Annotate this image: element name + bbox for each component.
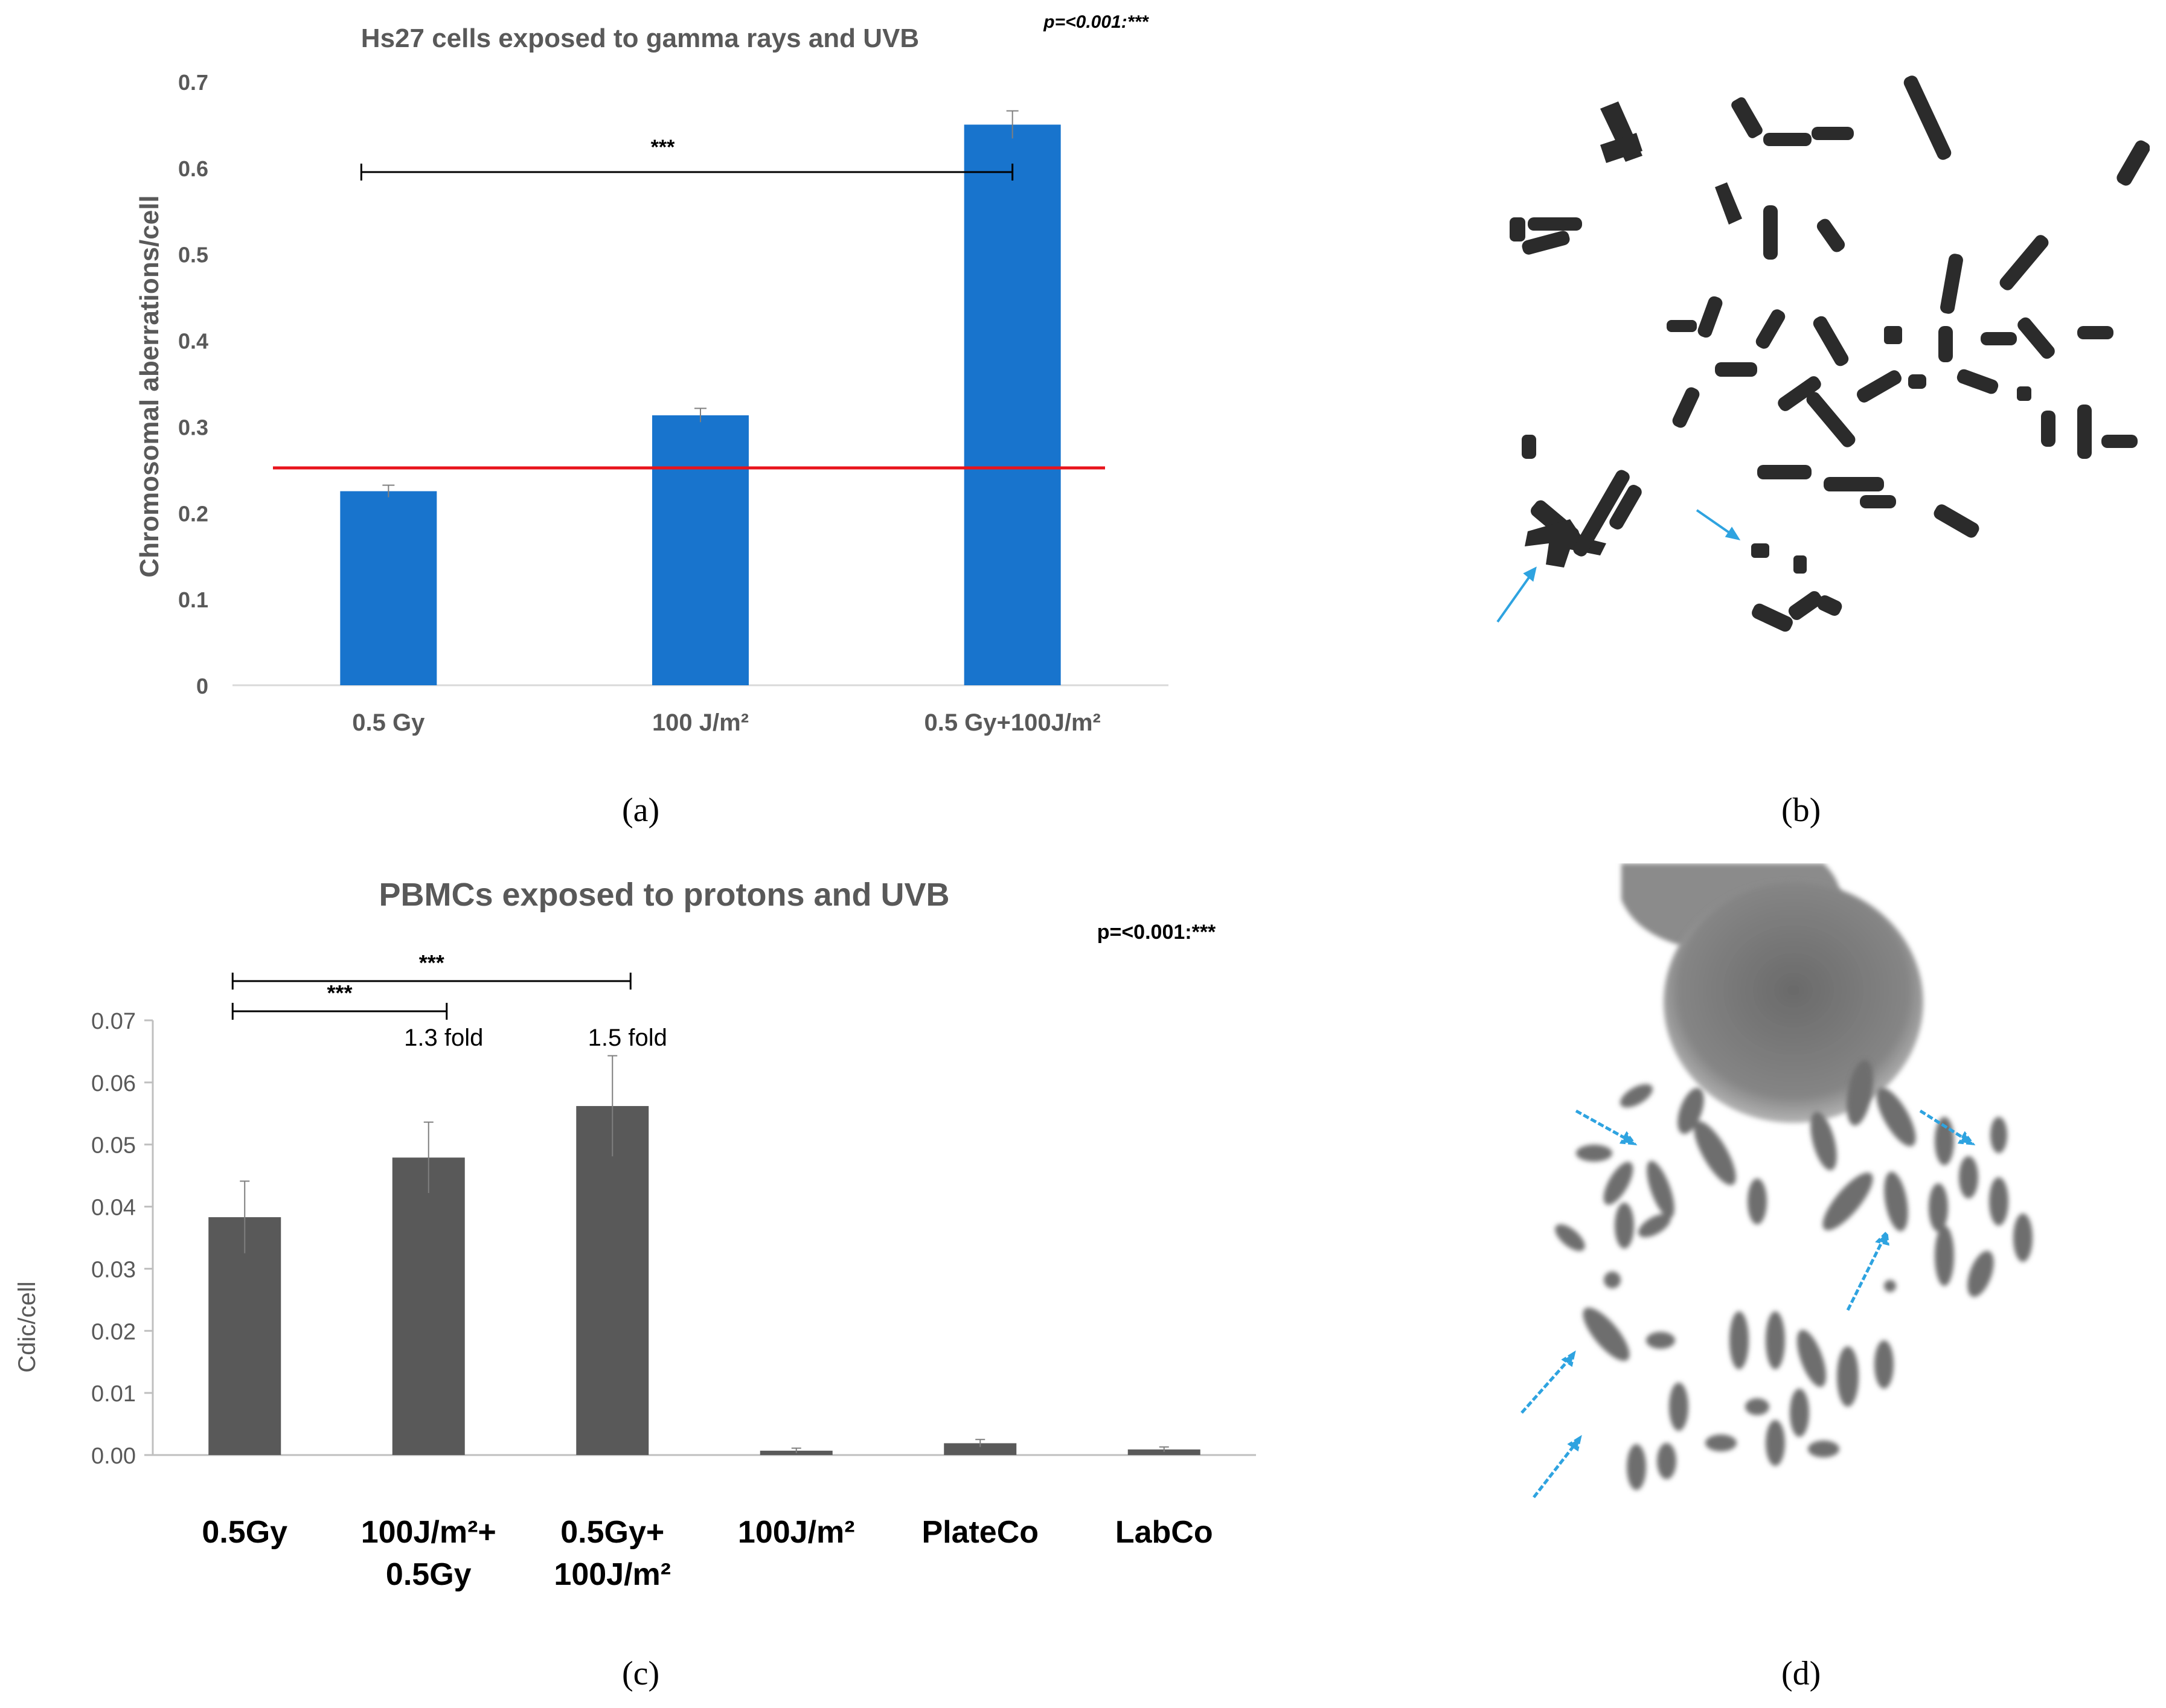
x-tick-label: 100J/m² [738, 1515, 855, 1550]
x-tick-label: 100J/m² [554, 1557, 671, 1592]
panel-c-caption: (c) [622, 1655, 660, 1692]
bar [392, 1157, 465, 1455]
metaphase-spread-image-d [1520, 863, 2033, 1498]
bar [652, 415, 749, 685]
bar [944, 1443, 1017, 1455]
y-tick-label: 0.2 [178, 501, 208, 526]
x-tick-label: PlateCo [921, 1515, 1039, 1550]
x-tick-label: 0.5Gy [202, 1515, 287, 1550]
significance-label: *** [651, 136, 675, 159]
bar [1127, 1449, 1200, 1455]
y-tick-label: 0.3 [178, 415, 208, 440]
x-tick-label: 100J/m²+ [361, 1515, 496, 1550]
panel-a-caption: (a) [622, 792, 660, 829]
y-tick-label: 0.02 [91, 1319, 136, 1345]
significance-label: *** [419, 950, 444, 975]
y-tick-label: 0.4 [178, 329, 208, 354]
chart-c-title: PBMCs exposed to protons and UVB [379, 877, 949, 913]
y-tick-label: 0.01 [91, 1381, 136, 1407]
x-tick-label: 100 J/m² [652, 709, 749, 736]
x-tick-label: 0.5Gy [386, 1557, 472, 1592]
chart-a-significance-note: p=<0.001:*** [1043, 12, 1149, 32]
chart-c-significance-note: p=<0.001:*** [1097, 921, 1216, 944]
panel-b-caption: (b) [1781, 792, 1821, 829]
fold-change-label: 1.3 fold [404, 1025, 483, 1051]
y-tick-label: 0 [196, 674, 208, 699]
chart-a-y-axis-label: Chromosomal aberrations/cell [135, 195, 164, 577]
bar [576, 1105, 649, 1455]
chart-a: Hs27 cells exposed to gamma rays and UVB… [135, 12, 1168, 736]
y-tick-label: 0.1 [178, 587, 208, 612]
fold-change-label: 1.5 fold [588, 1025, 667, 1051]
x-tick-label: LabCo [1115, 1515, 1213, 1550]
y-tick-label: 0.06 [91, 1071, 136, 1096]
arrow-icon [1520, 1109, 1976, 1498]
bar [208, 1217, 281, 1455]
y-tick-label: 0.07 [91, 1009, 136, 1034]
y-tick-label: 0.5 [178, 243, 208, 267]
significance-label: *** [327, 980, 352, 1005]
chart-c-y-axis-label: Cdic/cell [14, 1281, 40, 1372]
bar [340, 491, 437, 685]
arrow-icon [1496, 509, 1741, 623]
x-tick-label: 0.5 Gy [352, 709, 425, 736]
y-tick-label: 0.05 [91, 1133, 136, 1159]
y-tick-label: 0.04 [91, 1195, 136, 1221]
bar [964, 124, 1061, 685]
y-tick-label: 0.6 [178, 156, 208, 181]
chart-a-title: Hs27 cells exposed to gamma rays and UVB [361, 24, 919, 53]
x-tick-label: 0.5 Gy+100J/m² [924, 709, 1100, 736]
panel-d-caption: (d) [1781, 1655, 1821, 1692]
y-tick-label: 0.00 [91, 1444, 136, 1469]
chart-c: PBMCs exposed to protons and UVB p=<0.00… [14, 877, 1256, 1592]
x-tick-label: 0.5Gy+ [560, 1515, 664, 1550]
y-tick-label: 0.7 [178, 70, 208, 95]
metaphase-spread-image-b [1496, 75, 2150, 632]
y-tick-label: 0.03 [91, 1257, 136, 1282]
